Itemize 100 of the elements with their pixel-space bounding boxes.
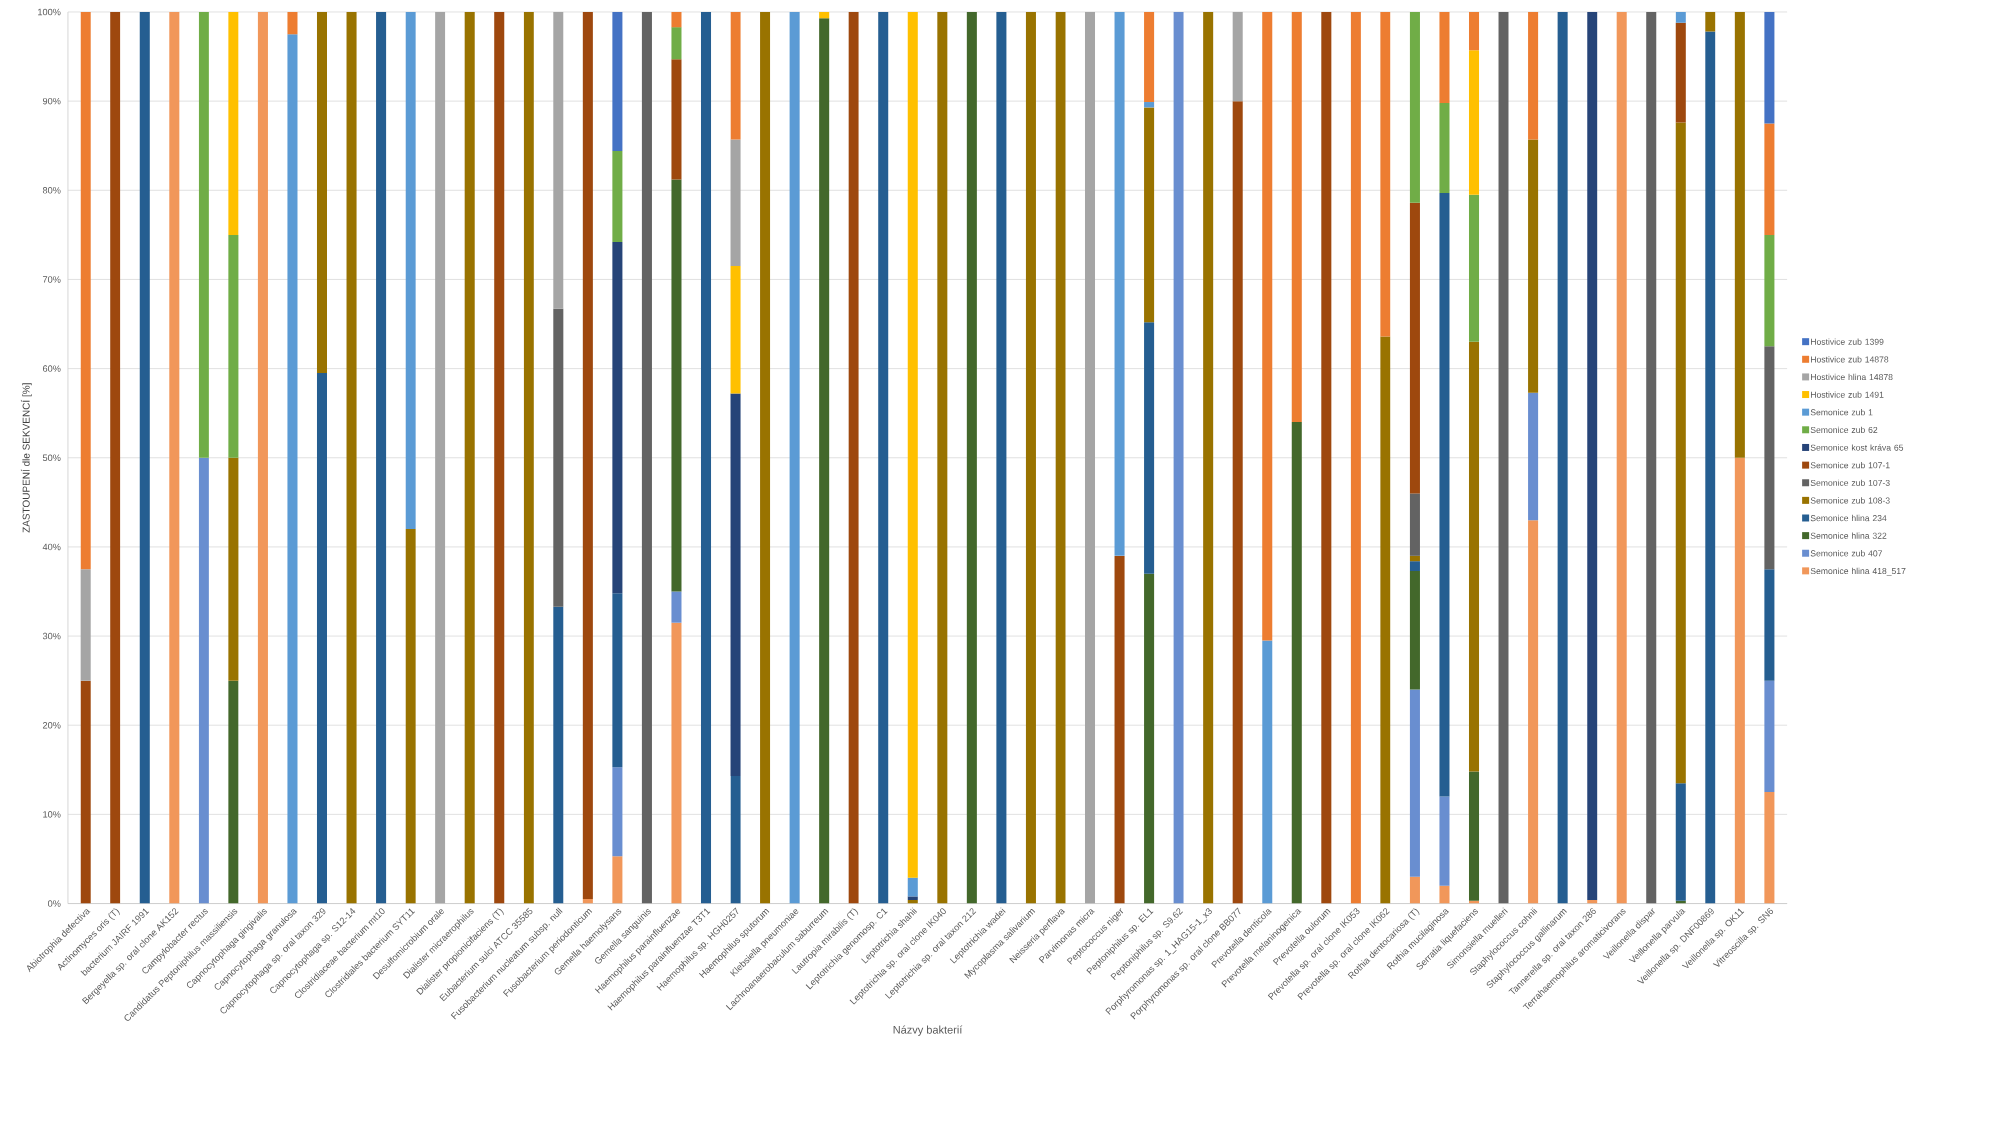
bar [996,11,1007,904]
bar [1616,11,1627,904]
bar [848,11,859,904]
bar [1498,11,1509,904]
bar [671,179,682,592]
bar [1734,457,1745,904]
legend-label: Semonice zub 62 [1810,426,1878,433]
bar [1409,689,1420,877]
bar [700,11,712,904]
bar [553,11,564,309]
bar [671,26,682,60]
bar [1409,570,1420,690]
bar [1380,336,1391,904]
bar [257,11,268,904]
bar [523,11,534,904]
bar [907,896,918,900]
bar [730,775,741,904]
bar [1764,123,1775,235]
bar [1439,102,1450,193]
bar [1439,885,1450,904]
bar [730,11,741,140]
legend-label: Semonice hlina 322 [1810,532,1887,539]
bar [1468,194,1480,342]
bar [1675,782,1686,901]
bar [671,59,682,180]
bar [819,11,830,19]
bar [1380,11,1391,337]
bar [1409,493,1420,556]
bar [1528,11,1539,140]
bar [671,591,682,623]
bar [1764,11,1775,124]
y-tick-label: 0% [47,900,61,907]
bar [1291,421,1302,904]
bar [1439,192,1450,797]
legend-label: Semonice kost kráva 65 [1810,444,1904,451]
bar [139,11,150,904]
bar [1557,11,1568,904]
legend-label: Semonice hlina 234 [1810,514,1887,521]
bar [1734,11,1745,458]
bar [405,11,416,529]
y-tick-label: 70% [42,275,61,283]
bar [1084,11,1096,904]
bar [671,622,682,904]
bar [494,11,505,904]
y-tick-label: 50% [42,454,61,461]
bar [198,457,209,904]
bar [789,11,800,904]
bar [464,11,475,904]
y-tick-label: 20% [42,721,61,729]
y-tick-label: 10% [43,810,61,818]
bar [1587,11,1598,900]
bar [819,18,830,904]
bar [1232,100,1243,904]
bar [1675,11,1686,23]
y-tick-label: 60% [42,365,61,372]
bar [316,11,328,373]
legend-label: Semonice zub 407 [1810,549,1883,557]
bar [1439,11,1450,103]
bar [1232,11,1243,101]
bar [1764,791,1775,904]
legend-label: Semonice zub 107-1 [1810,461,1890,469]
bar [80,11,91,569]
bar [316,372,328,904]
bar [907,11,918,878]
legend-label: Hostivice zub 14878 [1811,355,1889,363]
bar [110,11,121,904]
bar [1409,555,1420,561]
bar [1409,11,1420,203]
bar [730,393,741,776]
y-tick-label: 80% [42,186,61,194]
bar [1114,555,1125,904]
bar [228,680,239,904]
bar [582,11,593,899]
legend-label: Hostivice hlina 14878 [1811,373,1893,380]
bar [1528,392,1539,520]
bar [1262,11,1273,641]
legend-label: Hostivice zub 1491 [1811,391,1884,398]
bar [1764,234,1775,347]
bar [1144,322,1155,574]
bar [80,680,91,904]
bar [228,457,239,681]
bar [169,11,180,904]
bar [1764,569,1775,681]
legend-label: Semonice hlina 418_517 [1810,567,1906,576]
bar [1409,560,1420,571]
y-axis-title: ZASTOUPENÍ dle SEKVENCÍ [%] [20,383,32,533]
bar [376,11,387,904]
bar [1144,573,1155,904]
bar [1675,22,1686,123]
bar [1468,11,1480,51]
bar [1144,101,1155,108]
bar [612,593,623,767]
y-tick-label: 30% [42,632,61,640]
bar [1144,107,1155,323]
bar [1764,346,1775,569]
bar [730,265,741,394]
legend-label: Semonice zub 107-3 [1810,479,1890,486]
bar [878,11,889,904]
bar [1705,11,1716,32]
bar [198,11,209,458]
